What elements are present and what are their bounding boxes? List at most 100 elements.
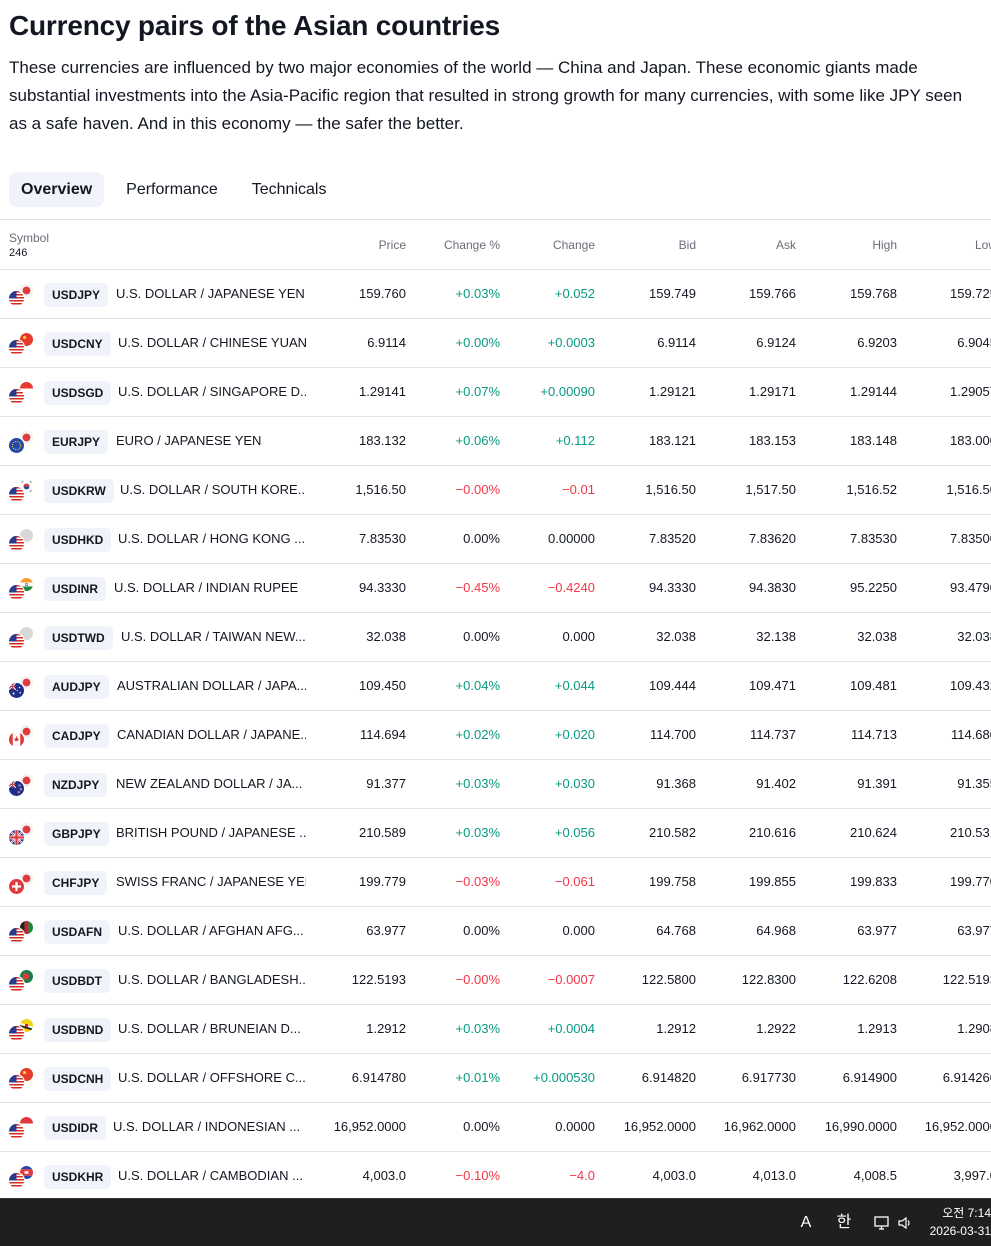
tab-performance[interactable]: Performance: [126, 181, 218, 198]
column-header-change[interactable]: Change: [552, 238, 595, 252]
table-row[interactable]: AUDJPY AUSTRALIAN DOLLAR / JAPA... 109.450…: [0, 662, 991, 711]
bid-cell: 32.038: [656, 629, 696, 644]
table-row[interactable]: USDBND U.S. DOLLAR / BRUNEIAN D... 1.2912 +…: [0, 1005, 991, 1054]
symbol-ticker[interactable]: EURJPY: [44, 430, 109, 454]
table-row[interactable]: CHFJPY SWISS FRANC / JAPANESE YEN 199.779 −…: [0, 858, 991, 907]
table-row[interactable]: USDKHR U.S. DOLLAR / CAMBODIAN ... 4,003.0…: [0, 1152, 991, 1198]
symbol-ticker[interactable]: USDBND: [44, 1018, 112, 1042]
change-cell: +0.030: [554, 776, 595, 791]
clock-time: 오전 7:14: [942, 1206, 991, 1220]
tab-overview[interactable]: Overview: [9, 172, 105, 207]
symbol-ticker[interactable]: GBPJPY: [44, 822, 109, 846]
us-flag-icon: [8, 1074, 25, 1091]
table-row[interactable]: USDAFN U.S. DOLLAR / AFGHAN AFG... 63.977 0…: [0, 907, 991, 956]
low-cell: 1,516.50: [946, 482, 991, 497]
table-row[interactable]: EURJPY EURO / JAPANESE YEN 183.132 +0.06% +0…: [0, 417, 991, 466]
table-row[interactable]: USDIDR U.S. DOLLAR / INDONESIAN ... 16,952…: [0, 1103, 991, 1152]
ask-cell: 1,517.50: [745, 482, 796, 497]
table-row[interactable]: GBPJPY BRITISH POUND / JAPANESE ... 210.58…: [0, 809, 991, 858]
high-cell: 95.2250: [850, 580, 897, 595]
bid-cell: 94.3330: [649, 580, 696, 595]
us-flag-icon: [8, 290, 25, 307]
column-header-price[interactable]: Price: [378, 238, 406, 252]
symbol-ticker[interactable]: USDTWD: [44, 626, 113, 650]
symbol-ticker[interactable]: USDJPY: [44, 283, 109, 307]
price-cell: 1.29141: [359, 384, 406, 399]
table-row[interactable]: USDCNH U.S. DOLLAR / OFFSHORE C... 6.91478…: [0, 1054, 991, 1103]
column-header-high[interactable]: High: [872, 238, 897, 252]
tab-technicals[interactable]: Technicals: [251, 181, 327, 198]
symbol-ticker[interactable]: USDINR: [44, 577, 107, 601]
table-row[interactable]: USDKRW U.S. DOLLAR / SOUTH KORE... 1,516.5…: [0, 466, 991, 515]
symbol-ticker[interactable]: USDKHR: [44, 1165, 112, 1189]
symbol-description: U.S. DOLLAR / SOUTH KORE...: [120, 482, 306, 497]
change-cell: 0.000: [562, 629, 595, 644]
column-header-change-percent[interactable]: Change %: [443, 238, 500, 252]
table-row[interactable]: USDTWD U.S. DOLLAR / TAIWAN NEW... 32.038 0…: [0, 613, 991, 662]
table-row[interactable]: CADJPY CANADIAN DOLLAR / JAPANE... 114.694…: [0, 711, 991, 760]
change-percent-cell: −0.10%: [455, 1168, 500, 1183]
table-row[interactable]: USDCNY U.S. DOLLAR / CHINESE YUAN 6.9114 +0…: [0, 319, 991, 368]
symbol-description: NEW ZEALAND DOLLAR / JA...: [116, 776, 303, 791]
table-row[interactable]: USDINR U.S. DOLLAR / INDIAN RUPEE 94.3330 −…: [0, 564, 991, 613]
symbol-ticker[interactable]: USDIDR: [44, 1116, 107, 1140]
ask-cell: 183.153: [749, 433, 796, 448]
ime-korean-indicator[interactable]: 한: [836, 1214, 852, 1231]
low-cell: 91.355: [957, 776, 991, 791]
low-cell: 6.9045: [957, 335, 991, 350]
symbol-ticker[interactable]: CHFJPY: [44, 871, 108, 895]
symbol-ticker[interactable]: USDCNY: [44, 332, 111, 356]
symbol-description: SWISS FRANC / JAPANESE YEN: [116, 874, 306, 889]
ask-cell: 6.917730: [741, 1070, 796, 1085]
bid-cell: 199.758: [649, 874, 696, 889]
system-clock[interactable]: 오전 7:14 2026-03-31: [929, 1204, 991, 1240]
currency-flag-pair: [8, 1116, 34, 1140]
price-cell: 114.694: [359, 727, 406, 742]
column-header-bid[interactable]: Bid: [678, 238, 696, 252]
table-row[interactable]: USDBDT U.S. DOLLAR / BANGLADESH... 122.519…: [0, 956, 991, 1005]
us-flag-icon: [8, 584, 25, 601]
volume-icon[interactable]: [896, 1199, 914, 1246]
high-cell: 6.9203: [857, 335, 897, 350]
table-row[interactable]: USDJPY U.S. DOLLAR / JAPANESE YEN 159.760 +…: [0, 270, 991, 319]
ime-mode-indicator[interactable]: A: [800, 1214, 812, 1231]
bid-cell: 6.9114: [657, 335, 696, 350]
currency-flag-pair: [8, 920, 34, 944]
high-cell: 1,516.52: [846, 482, 897, 497]
symbol-description: U.S. DOLLAR / CHINESE YUAN: [118, 335, 306, 350]
bid-cell: 7.83520: [649, 531, 696, 546]
symbol-ticker[interactable]: CADJPY: [44, 724, 109, 748]
ask-cell: 91.402: [756, 776, 796, 791]
currency-flag-pair: [8, 1018, 34, 1042]
symbol-ticker[interactable]: USDAFN: [44, 920, 110, 944]
change-percent-cell: 0.00%: [463, 629, 500, 644]
price-cell: 122.5193: [351, 972, 406, 987]
change-cell: −0.0007: [547, 972, 595, 987]
table-row[interactable]: USDSGD U.S. DOLLAR / SINGAPORE D... 1.2914…: [0, 368, 991, 417]
column-header-ask[interactable]: Ask: [775, 238, 796, 252]
currency-flag-pair: [8, 822, 34, 846]
high-cell: 7.83530: [850, 531, 897, 546]
symbol-ticker[interactable]: USDKRW: [44, 479, 114, 503]
volume-icon-glyph: [898, 1216, 910, 1230]
price-cell: 4,003.0: [362, 1168, 406, 1183]
us-flag-icon: [8, 388, 25, 405]
column-header-low[interactable]: Low: [974, 238, 991, 252]
symbol-description: U.S. DOLLAR / INDIAN RUPEE: [114, 580, 299, 595]
network-icon[interactable]: [872, 1199, 892, 1246]
symbol-ticker[interactable]: USDHKD: [44, 528, 112, 552]
symbol-ticker[interactable]: USDCNH: [44, 1067, 112, 1091]
column-header-symbol[interactable]: Symbol 246: [9, 220, 49, 270]
symbol-ticker[interactable]: AUDJPY: [44, 675, 109, 699]
price-cell: 6.914780: [351, 1070, 406, 1085]
bid-cell: 1.29121: [649, 384, 696, 399]
price-cell: 6.9114: [367, 335, 406, 350]
symbol-ticker[interactable]: USDBDT: [44, 969, 110, 993]
currency-flag-pair: [8, 430, 34, 454]
symbol-ticker[interactable]: USDSGD: [44, 381, 112, 405]
symbol-ticker[interactable]: NZDJPY: [44, 773, 108, 797]
table-row[interactable]: USDHKD U.S. DOLLAR / HONG KONG ... 7.83530…: [0, 515, 991, 564]
table-row[interactable]: NZDJPY NEW ZEALAND DOLLAR / JA... 91.377 +0…: [0, 760, 991, 809]
change-percent-cell: +0.00%: [455, 335, 500, 350]
symbol-description: U.S. DOLLAR / JAPANESE YEN: [116, 286, 305, 301]
